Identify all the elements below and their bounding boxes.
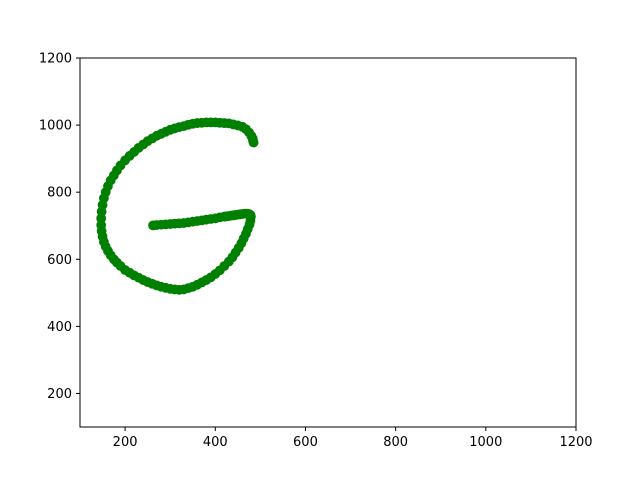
y-axis: 200 400 600 800 1000 1200 (39, 52, 80, 402)
x-tick-label: 200 (113, 435, 138, 450)
x-tick-label: 400 (203, 435, 228, 450)
y-tick-label: 1000 (39, 119, 72, 134)
y-tick-label: 800 (47, 186, 72, 201)
x-tick-label: 1000 (469, 435, 502, 450)
y-tick-label: 600 (47, 253, 72, 268)
plot-frame (79, 57, 577, 428)
x-tick-label: 1200 (559, 435, 592, 450)
x-tick-label: 600 (293, 435, 318, 450)
data-point (148, 220, 158, 231)
x-tick-label: 800 (383, 435, 408, 450)
x-axis: 200 400 600 800 1000 1200 (113, 427, 593, 450)
data-points (96, 117, 259, 295)
y-tick-label: 1200 (39, 52, 72, 67)
y-tick-label: 400 (47, 320, 72, 335)
y-tick-label: 200 (47, 387, 72, 402)
